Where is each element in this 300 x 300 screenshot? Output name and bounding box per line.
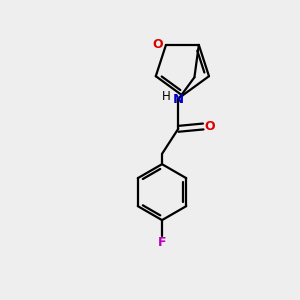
Text: O: O (204, 120, 215, 133)
Text: N: N (173, 93, 184, 106)
Text: H: H (161, 90, 170, 103)
Text: O: O (152, 38, 163, 51)
Text: F: F (158, 236, 166, 249)
